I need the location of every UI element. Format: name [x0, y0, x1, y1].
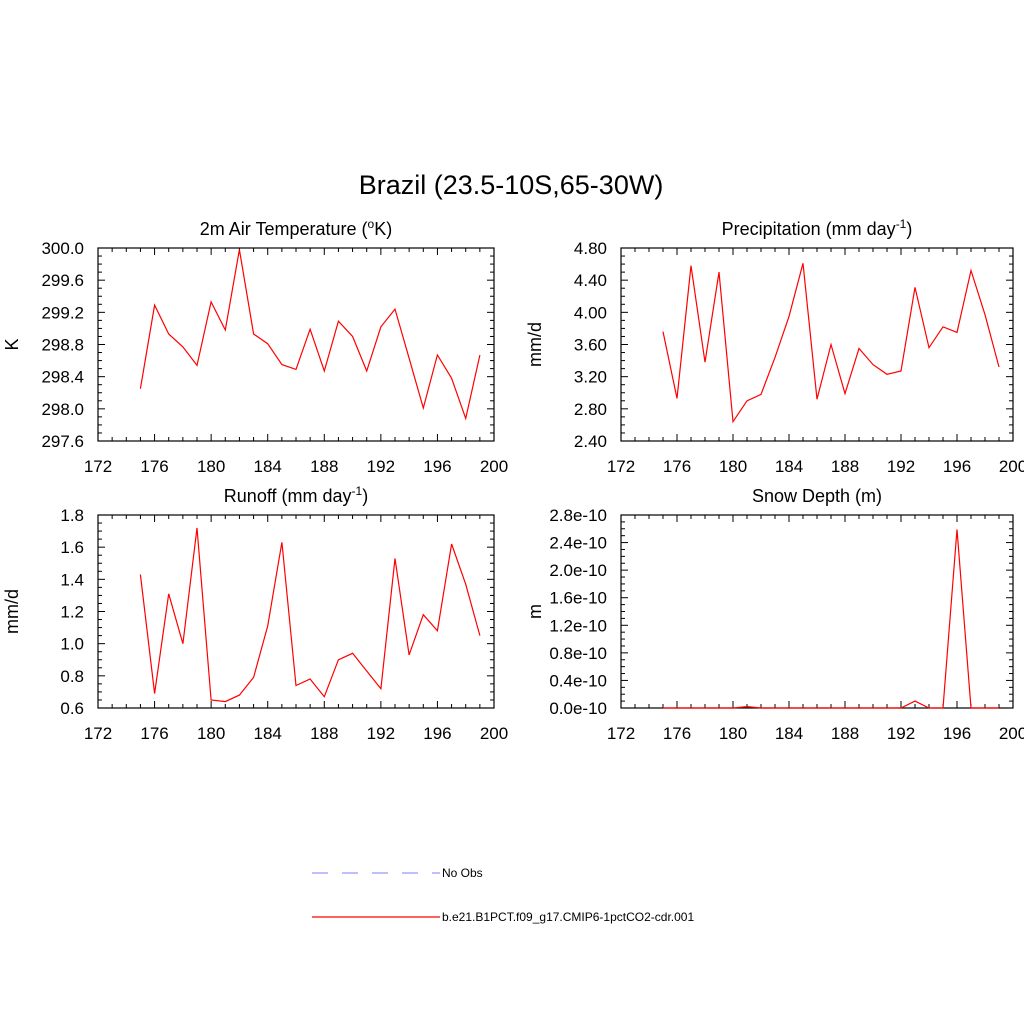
x-tick-label: 200: [999, 724, 1024, 743]
x-tick-label: 180: [197, 724, 225, 743]
y-tick-label: 2.80: [574, 400, 607, 419]
y-tick-label: 1.0: [60, 635, 84, 654]
x-tick-label: 172: [607, 724, 635, 743]
x-tick-label: 172: [607, 457, 635, 476]
panel-title: Runoff (mm day-1): [224, 484, 368, 506]
y-axis-label: mm/d: [525, 322, 545, 367]
x-tick-label: 192: [367, 457, 395, 476]
y-tick-label: 4.80: [574, 239, 607, 258]
y-axis-label: K: [2, 338, 22, 350]
y-tick-label: 1.6e-10: [549, 589, 607, 608]
y-tick-label: 0.8: [60, 667, 84, 686]
x-tick-label: 184: [254, 724, 282, 743]
x-tick-label: 196: [943, 724, 971, 743]
x-tick-label: 180: [197, 457, 225, 476]
y-tick-label: 3.60: [574, 336, 607, 355]
y-tick-label: 297.6: [41, 432, 84, 451]
x-tick-label: 200: [480, 457, 508, 476]
y-tick-label: 298.0: [41, 400, 84, 419]
panel-title: 2m Air Temperature (oK): [200, 217, 392, 239]
panel-air-temperature: 2m Air Temperature (oK) K 172 176 180 184 188 1…: [2, 217, 508, 476]
x-tick-label: 188: [831, 724, 859, 743]
x-tick-label: 196: [423, 724, 451, 743]
y-tick-label: 299.2: [41, 303, 84, 322]
y-tick-label: 298.4: [41, 368, 84, 387]
y-tick-label: 2.4e-10: [549, 534, 607, 553]
y-tick-label: 4.40: [574, 271, 607, 290]
y-tick-label: 0.4e-10: [549, 671, 607, 690]
panel-title: Snow Depth (m): [752, 486, 882, 506]
x-tick-label: 172: [84, 724, 112, 743]
x-tick-label: 180: [719, 457, 747, 476]
panel-snow-depth: Snow Depth (m) m 172 176 180 184 188 192 196 200 0…: [525, 486, 1024, 743]
series-line: [663, 529, 999, 709]
y-tick-label: 2.40: [574, 432, 607, 451]
y-tick-label: 3.20: [574, 368, 607, 387]
y-tick-label: 2.8e-10: [549, 506, 607, 525]
y-tick-label: 1.4: [60, 570, 84, 589]
x-tick-label: 176: [140, 457, 168, 476]
x-tick-label: 176: [663, 724, 691, 743]
y-tick-label: 299.6: [41, 271, 84, 290]
x-tick-label: 188: [310, 457, 338, 476]
series-line: [139, 527, 481, 703]
x-tick-label: 184: [254, 457, 282, 476]
panels: 2m Air Temperature (oK) K 172 176 180 184 188 1…: [2, 217, 1024, 743]
panel-precipitation: Precipitation (mm day-1) mm/d 172 176 180 184…: [525, 217, 1024, 476]
x-tick-label: 184: [775, 457, 803, 476]
x-tick-label: 188: [831, 457, 859, 476]
x-tick-label: 200: [999, 457, 1024, 476]
y-tick-label: 1.8: [60, 506, 84, 525]
x-tick-label: 196: [943, 457, 971, 476]
y-tick-label: 4.00: [574, 303, 607, 322]
x-tick-label: 180: [719, 724, 747, 743]
x-tick-label: 192: [887, 724, 915, 743]
x-tick-label: 200: [480, 724, 508, 743]
panel-title: Precipitation (mm day-1): [722, 217, 913, 239]
y-tick-label: 300.0: [41, 239, 84, 258]
x-tick-label: 184: [775, 724, 803, 743]
x-tick-label: 192: [367, 724, 395, 743]
y-tick-label: 1.2: [60, 603, 84, 622]
x-tick-label: 196: [423, 457, 451, 476]
x-tick-label: 176: [663, 457, 691, 476]
x-tick-label: 176: [140, 724, 168, 743]
x-tick-label: 188: [310, 724, 338, 743]
legend-series-label: b.e21.B1PCT.f09_g17.CMIP6-1pctCO2-cdr.00…: [442, 910, 694, 924]
legend-no-obs-label: No Obs: [442, 866, 483, 880]
series-line: [139, 249, 481, 421]
y-tick-label: 298.8: [41, 336, 84, 355]
legend: No Obs b.e21.B1PCT.f09_g17.CMIP6-1pctCO2…: [312, 866, 694, 924]
series-line: [662, 263, 1000, 424]
y-tick-label: 0.8e-10: [549, 644, 607, 663]
figure-title: Brazil (23.5-10S,65-30W): [359, 170, 664, 200]
panel-runoff: Runoff (mm day-1) mm/d 172 176 180 184 188 192 1…: [2, 484, 508, 743]
y-tick-label: 1.2e-10: [549, 616, 607, 635]
x-tick-label: 192: [887, 457, 915, 476]
y-axis-label: mm/d: [2, 589, 22, 634]
y-axis-label: m: [525, 604, 545, 619]
y-tick-label: 1.6: [60, 538, 84, 557]
y-tick-label: 0.6: [60, 699, 84, 718]
y-tick-label: 2.0e-10: [549, 561, 607, 580]
x-tick-label: 172: [84, 457, 112, 476]
y-tick-label: 0.0e-10: [549, 699, 607, 718]
